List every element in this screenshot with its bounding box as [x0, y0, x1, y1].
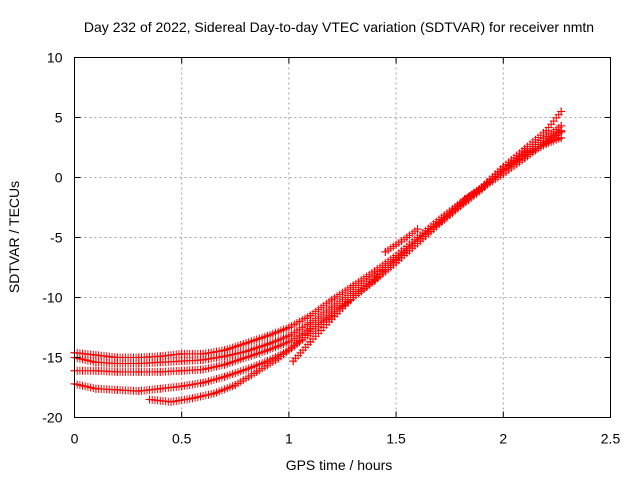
- y-tick-label: -5: [50, 230, 63, 246]
- data-point: [177, 366, 186, 375]
- x-tick-label: 2.5: [601, 431, 621, 447]
- data-point: [263, 346, 272, 355]
- data-point: [499, 162, 508, 171]
- data-point: [402, 233, 411, 242]
- data-point: [113, 385, 122, 394]
- data-point: [242, 339, 251, 348]
- data-point: [370, 276, 379, 285]
- x-tick-label: 0: [71, 431, 79, 447]
- series-track-8: [460, 127, 566, 204]
- data-point: [209, 389, 218, 398]
- data-point: [477, 184, 486, 193]
- data-point: [392, 256, 401, 265]
- y-tick-label: 0: [55, 170, 63, 186]
- data-point: [242, 353, 251, 362]
- data-point: [252, 367, 261, 376]
- y-tick-label: -20: [42, 410, 62, 426]
- data-point: [289, 357, 298, 366]
- series-track-5: [145, 324, 315, 406]
- data-point: [220, 352, 229, 361]
- data-point: [134, 367, 143, 376]
- data-point: [327, 295, 336, 304]
- data-point: [91, 358, 100, 367]
- x-tick-label: 1: [285, 431, 293, 447]
- data-point: [177, 382, 186, 391]
- data-point: [177, 349, 186, 358]
- data-point: [456, 199, 465, 208]
- data-point: [156, 358, 165, 367]
- y-tick-label: -10: [42, 290, 62, 306]
- grid: [74, 57, 611, 418]
- data-point: [199, 355, 208, 364]
- data-point: [306, 311, 315, 320]
- chart-title: Day 232 of 2022, Sidereal Day-to-day VTE…: [84, 19, 594, 35]
- data-point: [220, 372, 229, 381]
- data-point: [263, 331, 272, 340]
- data-point: [91, 351, 100, 360]
- data-point: [520, 154, 529, 163]
- data-point: [327, 315, 336, 324]
- data-point: [306, 337, 315, 346]
- data-point: [557, 127, 566, 136]
- x-tick-label: 1.5: [386, 431, 406, 447]
- data-point: [231, 381, 240, 390]
- y-tick-label: -15: [42, 350, 62, 366]
- y-axis-title: SDTVAR / TECUs: [6, 181, 22, 293]
- y-tick-label: 5: [55, 110, 63, 126]
- data-point: [156, 384, 165, 393]
- axis-ticks: 0 0.5 1 1.5 2 2.5 -20 -15 -10 -5 0 5 10: [42, 50, 620, 447]
- data-point: [499, 169, 508, 178]
- data-point: [91, 366, 100, 375]
- data-point: [188, 394, 197, 403]
- data-point: [284, 323, 293, 332]
- data-point: [306, 324, 315, 333]
- data-point: [557, 107, 566, 116]
- data-point: [413, 225, 422, 234]
- data-point: [542, 138, 551, 147]
- data-point: [145, 395, 154, 404]
- data-point: [134, 359, 143, 368]
- data-point: [113, 359, 122, 368]
- data-point: [381, 263, 390, 272]
- data-point: [413, 237, 422, 246]
- data-point: [113, 367, 122, 376]
- data-point: [460, 195, 469, 204]
- data-point: [349, 293, 358, 302]
- data-point: [199, 365, 208, 374]
- data-series: [70, 107, 566, 406]
- x-tick-label: 2: [499, 431, 507, 447]
- data-point: [177, 357, 186, 366]
- data-point: [199, 378, 208, 387]
- data-point: [381, 247, 390, 256]
- x-axis-title: GPS time / hours: [286, 457, 393, 473]
- data-point: [284, 337, 293, 346]
- data-point: [542, 126, 551, 135]
- data-point: [91, 384, 100, 393]
- data-point: [520, 144, 529, 153]
- data-point: [220, 360, 229, 369]
- x-tick-label: 0.5: [172, 431, 192, 447]
- series-track-6: [289, 263, 390, 366]
- data-point: [434, 217, 443, 226]
- data-point: [134, 387, 143, 396]
- series-track-7: [381, 225, 422, 256]
- data-point: [392, 240, 401, 249]
- data-point: [166, 397, 175, 406]
- data-point: [295, 336, 304, 345]
- y-tick-label: 10: [47, 50, 63, 66]
- data-point: [274, 354, 283, 363]
- data-point: [156, 367, 165, 376]
- data-point: [242, 365, 251, 374]
